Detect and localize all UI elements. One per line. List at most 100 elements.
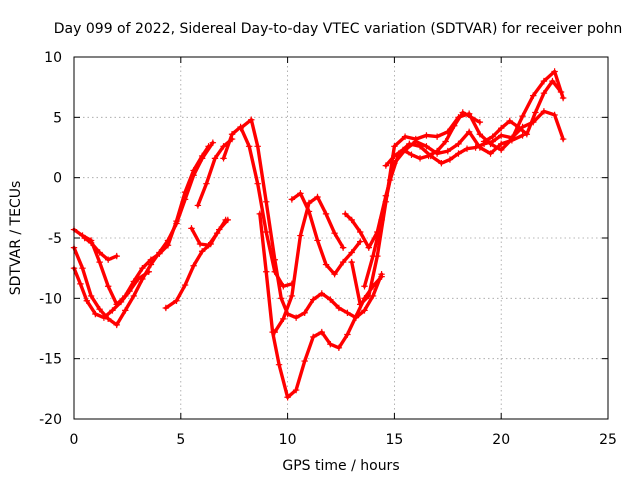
data-point-marker <box>314 237 321 244</box>
data-point-marker <box>147 261 155 268</box>
data-point-marker <box>476 118 484 126</box>
data-point-marker <box>382 162 390 169</box>
data-point-marker <box>213 229 221 237</box>
data-point-marker <box>327 296 334 303</box>
y-tick-label: 5 <box>53 110 62 126</box>
data-point-marker <box>322 261 330 268</box>
data-point-marker <box>87 239 95 247</box>
data-point-marker <box>318 290 325 297</box>
data-point-marker <box>288 196 296 203</box>
data-point-marker <box>284 394 291 401</box>
data-point-marker <box>357 238 364 245</box>
data-point-marker <box>365 292 372 300</box>
data-point-marker <box>173 297 180 304</box>
data-point-marker <box>198 155 206 162</box>
data-point-marker <box>104 256 112 263</box>
data-point-marker <box>220 155 227 162</box>
data-point-marker <box>198 248 206 255</box>
data-point-marker <box>130 292 138 300</box>
data-point-marker <box>557 88 565 96</box>
data-point-marker <box>331 271 338 278</box>
data-point-marker <box>406 140 413 148</box>
data-point-marker <box>288 292 296 300</box>
y-axis-label: SDTVAR / TECUs <box>8 181 24 296</box>
data-point-marker <box>280 315 287 323</box>
data-point-marker <box>399 146 407 154</box>
data-point-marker <box>378 273 385 280</box>
data-point-marker <box>292 386 300 394</box>
data-point-marker <box>83 297 91 304</box>
data-point-marker <box>222 216 229 224</box>
data-point-marker <box>446 156 454 163</box>
data-point-marker <box>310 333 317 341</box>
data-point-marker <box>472 144 479 151</box>
data-series-6 <box>188 216 229 249</box>
data-point-marker <box>540 108 548 115</box>
data-point-marker <box>416 155 424 162</box>
data-point-marker <box>559 135 567 143</box>
data-point-marker <box>551 68 558 75</box>
data-point-marker <box>277 295 285 302</box>
data-point-marker <box>79 264 86 272</box>
data-point-marker <box>465 128 473 136</box>
data-point-marker <box>519 112 526 120</box>
data-point-marker <box>205 242 212 249</box>
data-point-marker <box>87 292 95 300</box>
data-point-marker <box>256 210 264 218</box>
chart-title: Day 099 of 2022, Sidereal Day-to-day VTE… <box>54 21 622 37</box>
data-point-marker <box>348 249 355 256</box>
data-point-marker <box>348 216 355 224</box>
data-point-marker <box>540 90 548 97</box>
data-point-marker <box>254 143 261 150</box>
data-point-marker <box>455 140 462 148</box>
data-point-marker <box>211 155 219 162</box>
data-point-marker <box>181 196 189 203</box>
data-point-marker <box>519 132 526 139</box>
data-point-marker <box>515 123 522 131</box>
data-point-marker <box>190 172 197 179</box>
data-series-4 <box>81 234 120 263</box>
data-point-marker <box>551 111 558 119</box>
data-point-marker <box>476 131 484 138</box>
data-point-marker <box>425 152 432 160</box>
data-point-marker <box>92 310 99 318</box>
data-point-marker <box>433 133 441 140</box>
y-tick-label: -10 <box>39 291 62 307</box>
data-point-marker <box>401 133 409 140</box>
data-point-marker <box>322 210 330 218</box>
data-point-marker <box>117 298 125 306</box>
series-line <box>343 130 525 250</box>
data-point-marker <box>203 180 210 187</box>
data-series-16 <box>382 109 484 169</box>
data-point-marker <box>237 124 244 132</box>
data-point-marker <box>263 268 270 275</box>
data-point-marker <box>77 280 84 288</box>
data-point-marker <box>113 321 120 329</box>
data-point-marker <box>188 225 195 232</box>
x-tick-label: 25 <box>599 432 617 448</box>
data-point-marker <box>109 307 116 314</box>
data-point-marker <box>190 262 197 269</box>
data-point-marker <box>339 258 347 266</box>
data-point-marker <box>348 258 355 266</box>
data-series-15 <box>361 108 567 290</box>
data-point-marker <box>530 92 537 99</box>
data-point-marker <box>559 94 567 102</box>
data-point-marker <box>365 244 372 251</box>
data-point-marker <box>352 313 360 320</box>
data-point-marker <box>104 283 112 290</box>
data-point-marker <box>248 116 255 123</box>
y-tick-label: -5 <box>48 231 62 247</box>
data-point-marker <box>297 232 304 239</box>
data-point-marker <box>498 140 505 148</box>
data-point-marker <box>209 139 217 146</box>
data-point-marker <box>173 220 180 227</box>
data-point-marker <box>433 147 441 155</box>
x-tick-label: 0 <box>70 432 79 448</box>
x-tick-label: 5 <box>176 432 185 448</box>
data-point-marker <box>271 256 278 263</box>
data-point-marker <box>416 143 424 150</box>
data-point-marker <box>378 216 385 224</box>
data-point-marker <box>344 309 351 317</box>
data-point-marker <box>139 264 146 272</box>
